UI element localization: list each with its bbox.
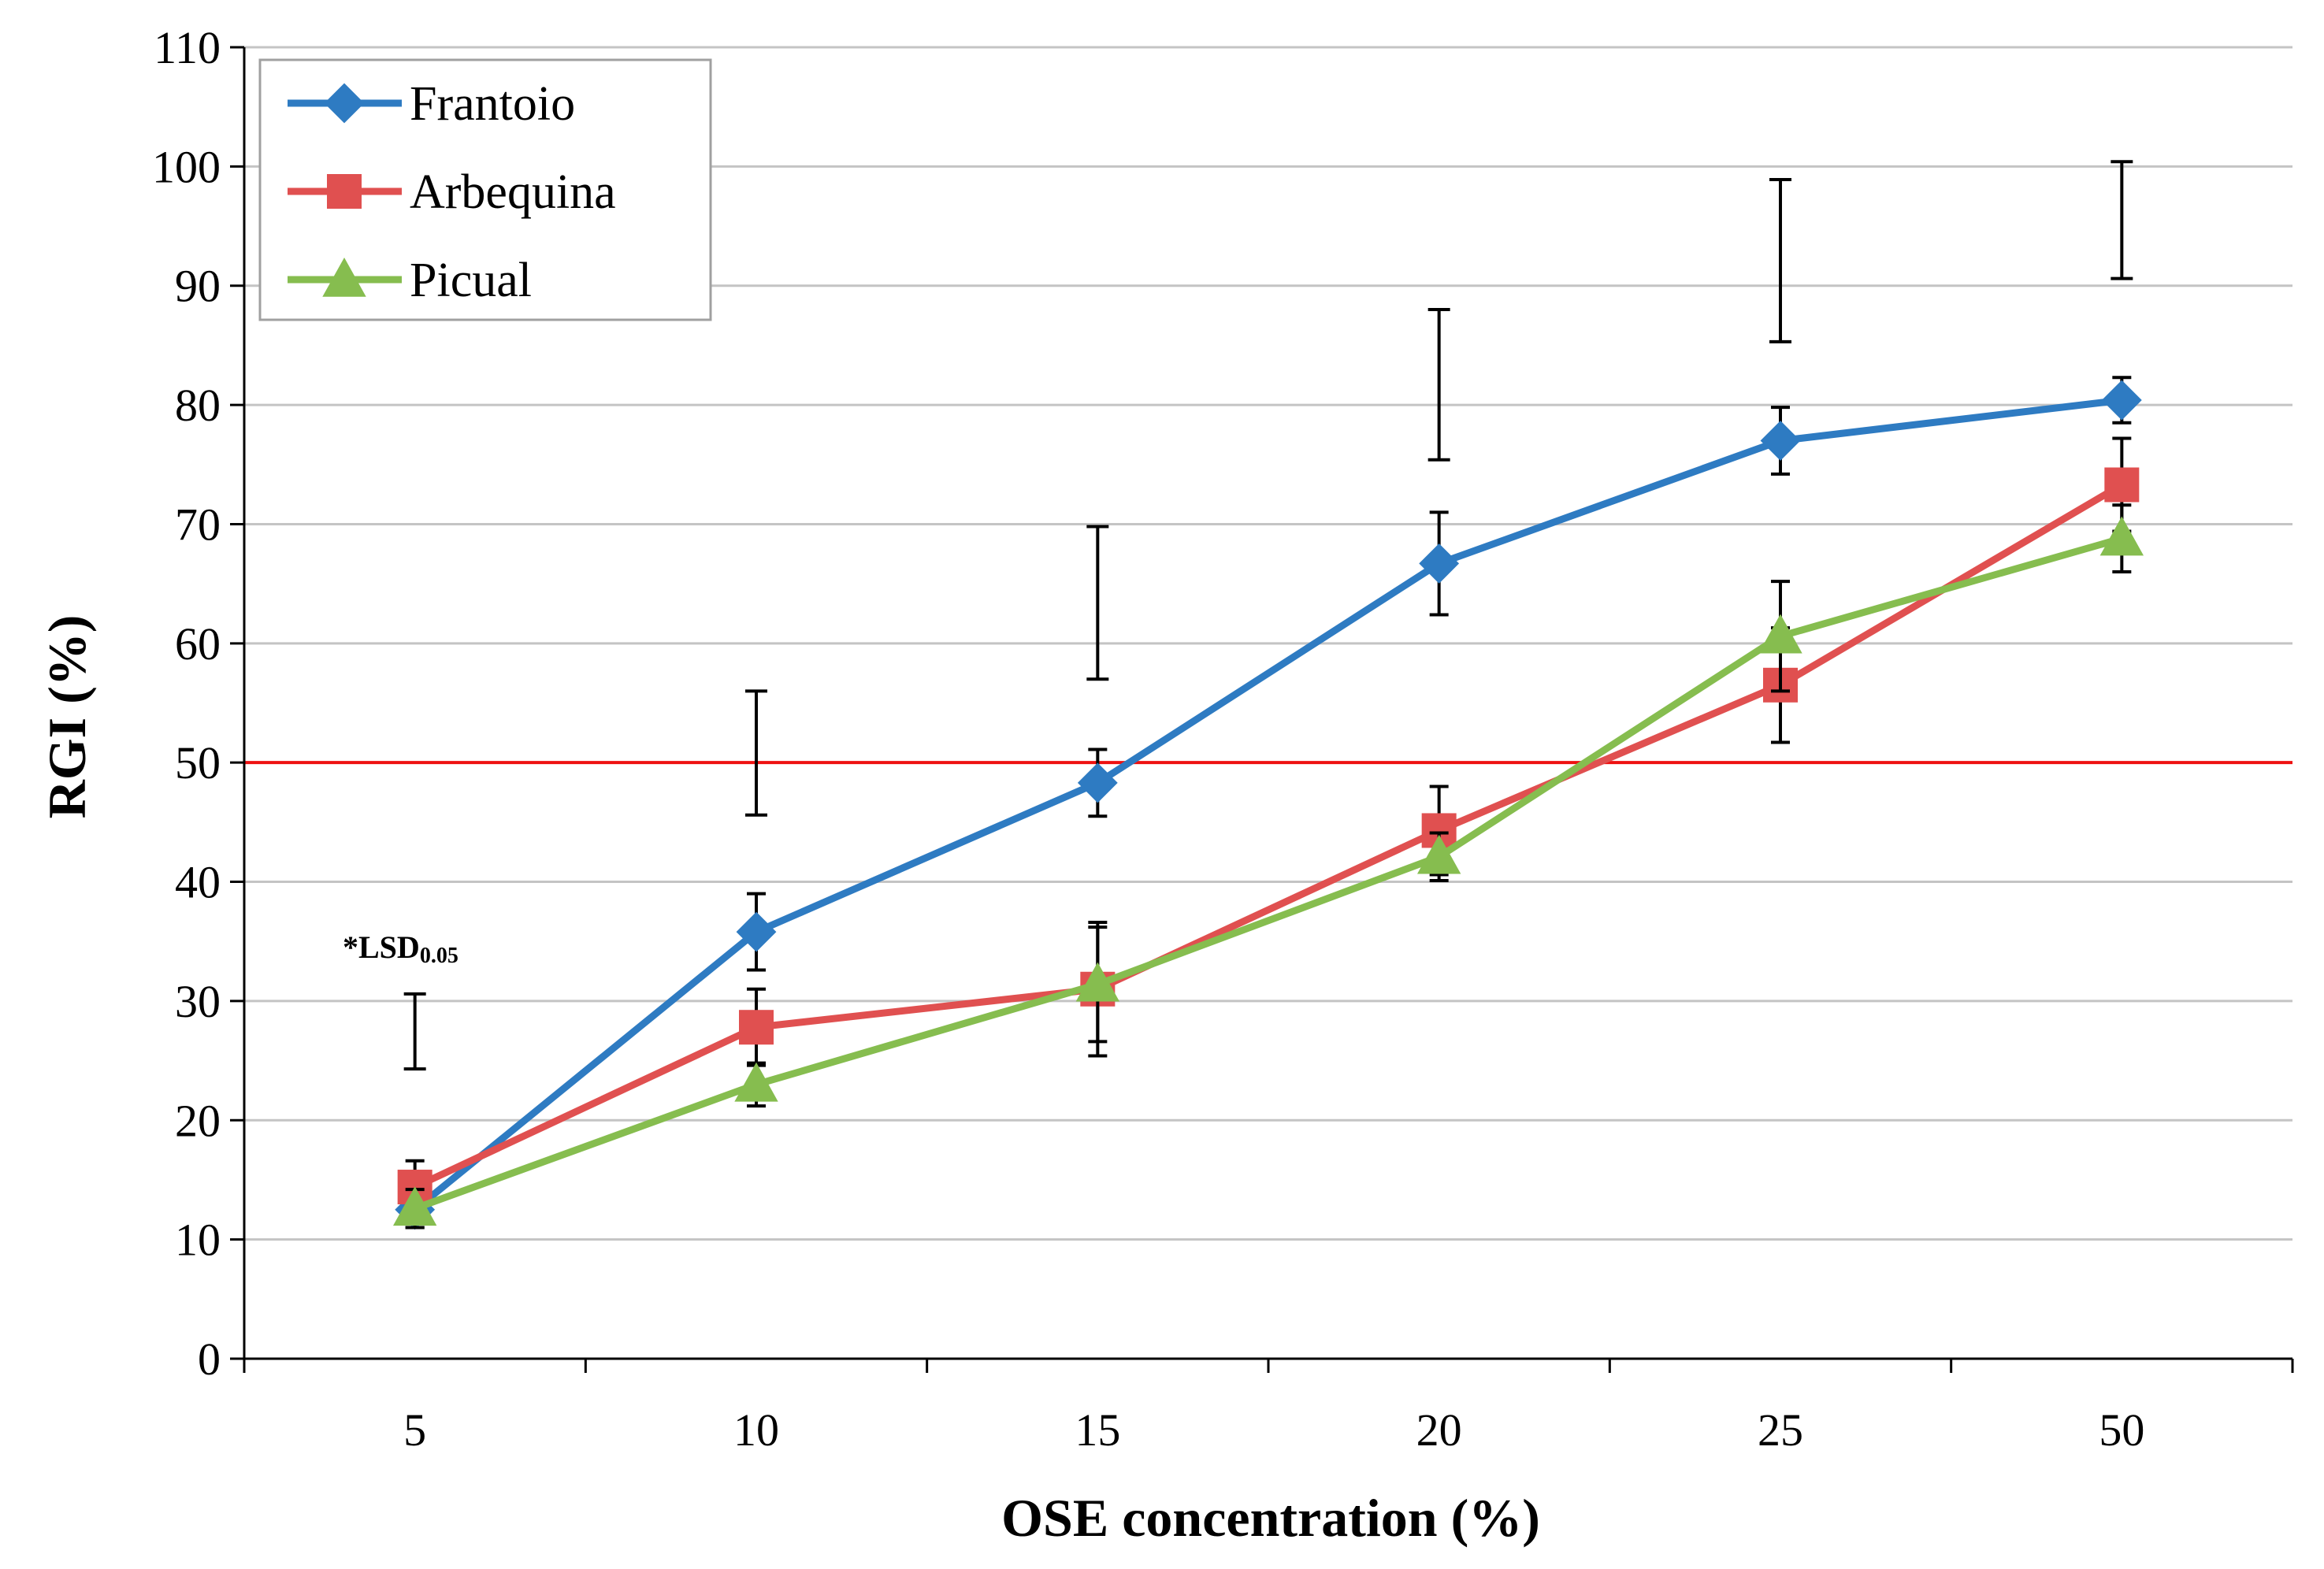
- lsd-bar: [1086, 525, 1109, 681]
- x-tick-label: 15: [1075, 1404, 1120, 1456]
- lsd-bar: [745, 689, 767, 817]
- series-line: [411, 396, 2125, 1214]
- data-point-diamond: [1419, 543, 1460, 584]
- data-point-triangle: [322, 257, 366, 297]
- y-tick-label: 20: [175, 1095, 221, 1146]
- legend: Frantoio Arbequina Picual: [258, 58, 712, 321]
- data-point-square: [2104, 467, 2140, 503]
- data-point-diamond: [736, 911, 777, 952]
- x-axis-title: OSE concentration (%): [1001, 1488, 1540, 1548]
- y-tick-label: 110: [154, 22, 221, 73]
- series-frantoio: [395, 376, 2142, 1230]
- series-group: [392, 376, 2144, 1230]
- legend-label: Arbequina: [410, 165, 616, 219]
- x-tick-label: 50: [2099, 1404, 2144, 1456]
- data-point-diamond: [1077, 762, 1118, 803]
- axes: 0 10 20 30 40 50 60 70 80 90 100 110 5 10 15 20 25 50: [152, 22, 2294, 1456]
- legend-item-picual: Picual: [288, 254, 532, 307]
- data-point-triangle: [1416, 834, 1461, 874]
- legend-label: Frantoio: [410, 77, 575, 131]
- lsd-bar: [2111, 160, 2133, 280]
- data-point-diamond: [1760, 421, 1801, 461]
- x-tick-label: 5: [403, 1404, 426, 1456]
- legend-label: Picual: [410, 254, 532, 307]
- y-tick-label: 90: [175, 261, 221, 312]
- data-point-square: [327, 174, 362, 209]
- y-tick-label: 50: [175, 737, 221, 788]
- legend-item-arbequina: Arbequina: [288, 165, 616, 219]
- series-picual: [392, 503, 2144, 1230]
- y-tick-label: 70: [175, 499, 221, 550]
- data-point-triangle: [392, 1186, 437, 1226]
- data-point-triangle: [1758, 614, 1802, 654]
- x-tick-label: 10: [733, 1404, 779, 1456]
- lsd-bar: [1769, 178, 1791, 343]
- y-tick-label: 30: [175, 976, 221, 1027]
- y-tick-label: 0: [198, 1333, 221, 1385]
- lsd-bar: [1427, 308, 1450, 462]
- data-point-triangle: [734, 1062, 778, 1102]
- lsd-error-bars: [403, 160, 2133, 1071]
- y-tick-label: 100: [152, 141, 221, 192]
- legend-item-frantoio: Frantoio: [288, 77, 575, 131]
- lsd-annotation-text: *LSD0.05: [343, 929, 458, 968]
- lsd-annotation: *LSD0.05: [343, 929, 458, 968]
- series-line: [411, 481, 2125, 1191]
- y-tick-label: 40: [175, 857, 221, 908]
- series-line: [411, 535, 2125, 1212]
- data-point-triangle: [1075, 962, 1120, 1002]
- lsd-bar: [403, 992, 426, 1071]
- y-tick-label: 80: [175, 380, 221, 431]
- y-axis-title: RGI (%): [37, 615, 97, 819]
- data-point-diamond: [2101, 380, 2142, 421]
- x-tick-label: 25: [1758, 1404, 1803, 1456]
- y-tick-label: 60: [175, 618, 221, 670]
- x-tick-label: 20: [1416, 1404, 1462, 1456]
- data-point-diamond: [324, 83, 365, 124]
- data-point-square: [739, 1010, 774, 1045]
- data-point-triangle: [2099, 516, 2144, 556]
- y-tick-label: 10: [175, 1215, 221, 1266]
